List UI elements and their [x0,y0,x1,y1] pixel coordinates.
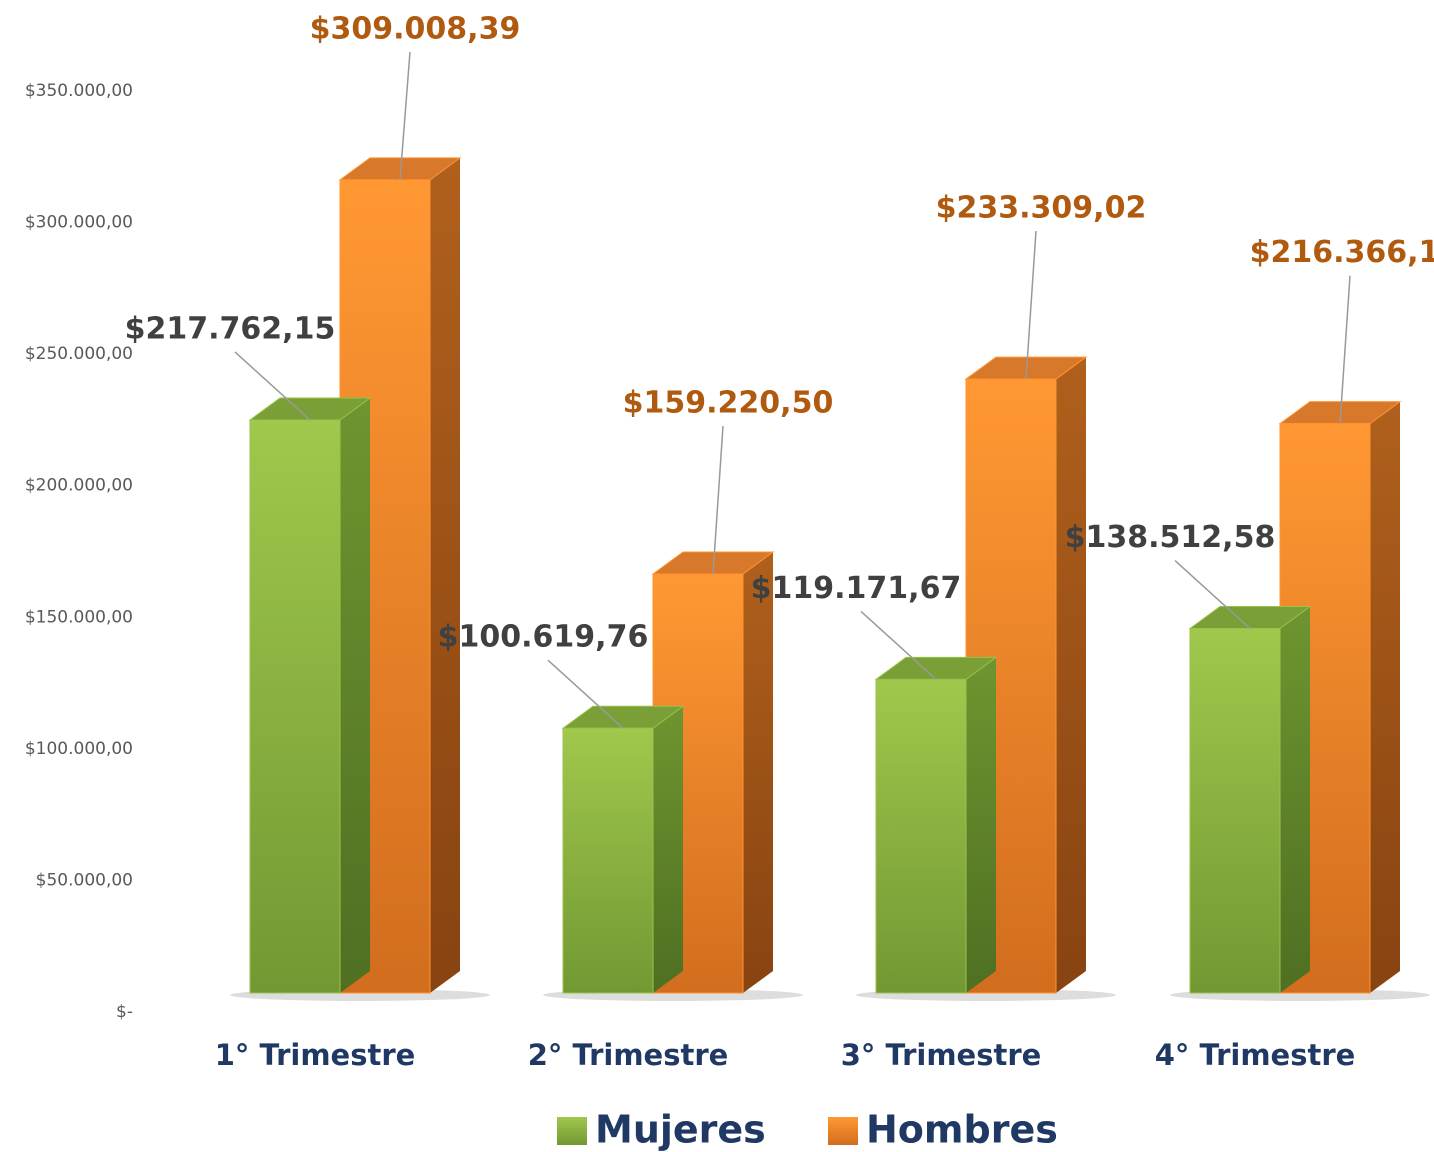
legend-label: Hombres [866,1108,1058,1152]
data-label: $217.762,15 [125,311,336,346]
bar-side [430,157,460,993]
y-tick-label: $250.000,00 [25,344,133,364]
x-tick-label: 4° Trimestre [1155,1038,1356,1072]
leader-line [712,425,724,575]
bar [1189,628,1281,994]
leader-line [234,351,311,421]
legend-swatch [828,1117,858,1145]
x-tick-label: 1° Trimestre [215,1038,416,1072]
leader-line [547,659,624,729]
bar-side [1056,357,1086,993]
bar [875,678,967,994]
bar-side [1280,606,1310,993]
data-label: $233.309,02 [936,191,1147,226]
bar [562,727,654,994]
y-tick-label: $350.000,00 [25,81,133,101]
x-tick-label: 3° Trimestre [841,1038,1042,1072]
y-tick-label: $100.000,00 [25,739,133,759]
bar-side [743,552,773,993]
y-tick-label: $50.000,00 [36,870,133,890]
y-tick-label: $- [116,1002,133,1022]
bar [249,419,341,994]
data-label: $138.512,58 [1065,520,1276,555]
bar-side [340,397,370,993]
y-tick-label: $300.000,00 [25,213,133,233]
bar-side [653,706,683,993]
y-tick-label: $200.000,00 [25,476,133,496]
leader-line [1174,559,1251,630]
leader-line [399,51,411,180]
legend-swatch [557,1117,587,1145]
y-tick-label: $150.000,00 [25,607,133,627]
data-label: $100.619,76 [438,620,649,655]
data-label: $309.008,39 [310,12,521,47]
data-label: $159.220,50 [623,386,834,421]
leader-line [860,610,937,680]
data-label: $216.366,11 [1250,235,1434,270]
leader-line [1339,275,1351,424]
legend-label: Mujeres [595,1108,766,1152]
data-label: $119.171,67 [751,571,962,606]
bar-side [966,657,996,993]
x-tick-label: 2° Trimestre [528,1038,729,1072]
bar-side [1370,401,1400,993]
leader-line [1025,231,1037,380]
